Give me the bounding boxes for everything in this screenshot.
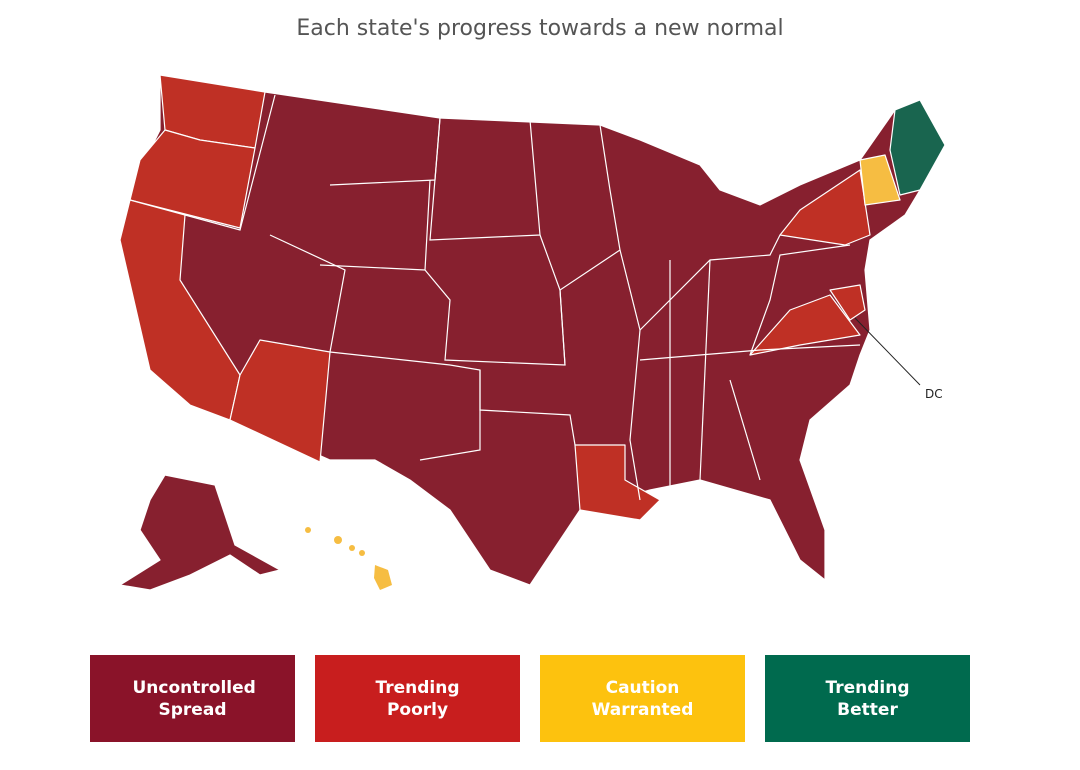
legend-label: Trending Poorly xyxy=(375,677,460,720)
state xyxy=(574,444,661,521)
callout-line xyxy=(854,317,921,386)
callout-label: DC xyxy=(925,387,943,401)
alaska xyxy=(119,474,281,591)
map: DC xyxy=(119,74,946,591)
legend-label: Uncontrolled Spread xyxy=(132,677,256,720)
state xyxy=(829,284,866,321)
title: Each state's progress towards a new norm… xyxy=(296,16,784,41)
legend-item: Caution Warranted xyxy=(540,655,745,742)
states xyxy=(119,74,946,591)
state-borders xyxy=(184,94,861,501)
state xyxy=(229,339,331,463)
legend: Uncontrolled Spread Trending Poorly Cautio… xyxy=(90,655,970,742)
legend-item: Trending Poorly xyxy=(315,655,520,742)
legend-label: Trending Better xyxy=(825,677,910,720)
legend-item: Uncontrolled Spread xyxy=(90,655,295,742)
state xyxy=(859,154,901,206)
legend-item: Trending Better xyxy=(765,655,970,742)
legend-label: Caution Warranted xyxy=(591,677,694,720)
hawaii xyxy=(305,527,392,590)
state xyxy=(889,99,946,196)
state xyxy=(749,294,861,356)
